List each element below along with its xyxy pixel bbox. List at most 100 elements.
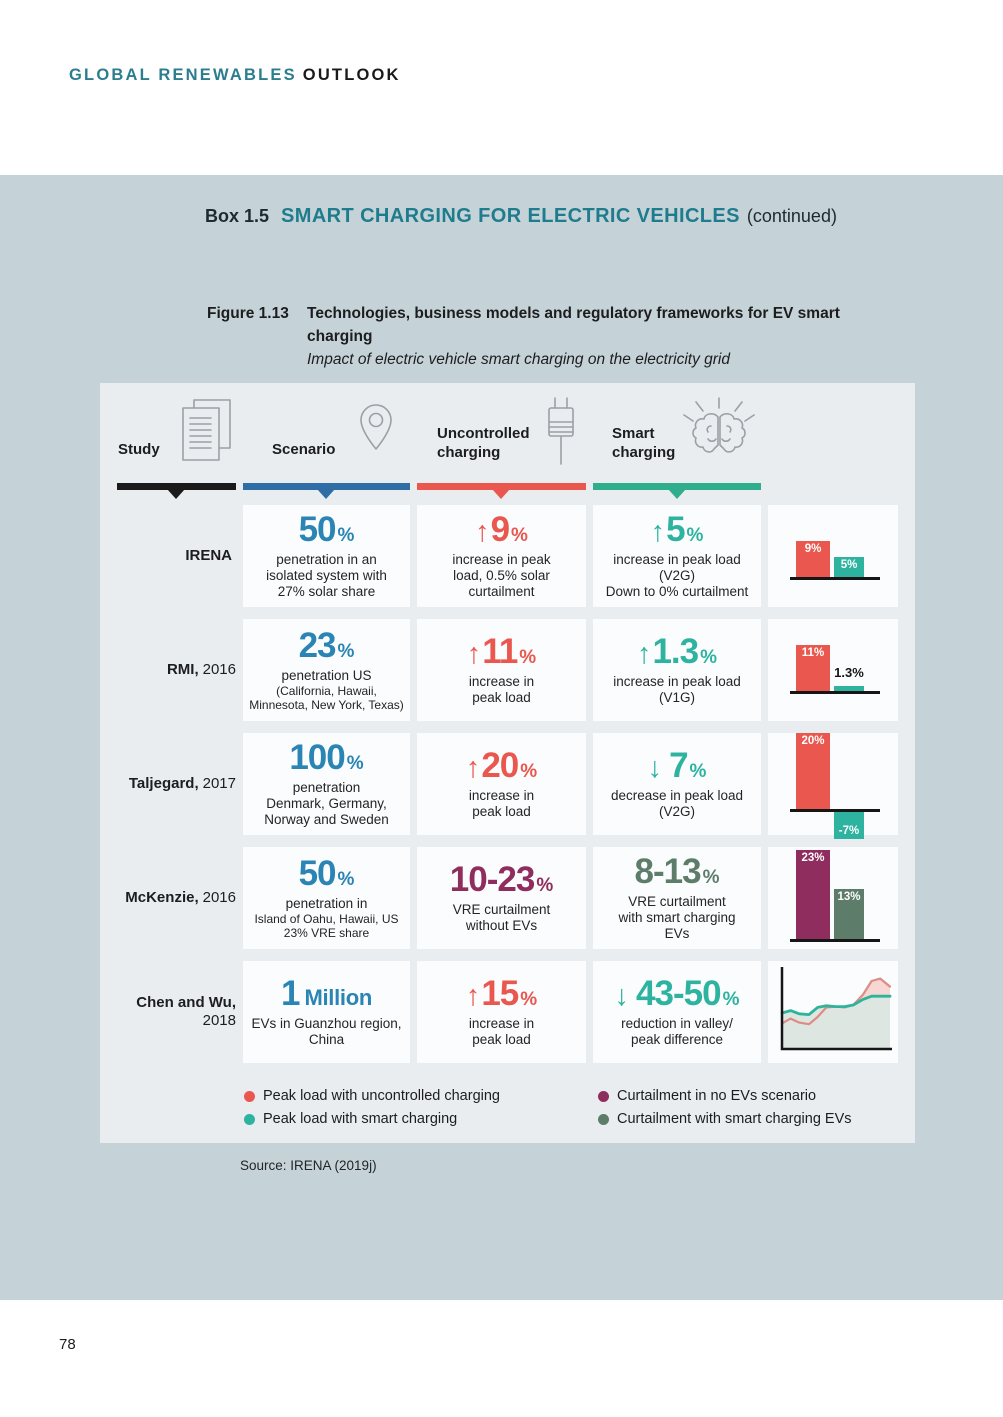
smart-value: 43-50 [636,974,722,1013]
smart-value: 7 [669,746,688,785]
smart-area [782,996,890,1049]
chart-card: 23% 13% [768,847,898,949]
up-arrow-icon: ↑ [465,752,481,784]
uncontrolled-value: 15 [481,974,519,1013]
bar-curtail_smart: 13% [834,888,864,939]
bar-curtail_no_ev: 23% [796,850,830,939]
legend-item-curtailment-no-ev: Curtailment in no EVs scenario [598,1088,816,1104]
scenario-value: 50 [298,510,337,549]
uncontrolled-description: increase in peak load [468,674,535,705]
figure-caption: Figure 1.13 Technologies, business model… [207,303,867,372]
smart-description: decrease in peak load (V2G) [610,788,744,819]
smart-line [780,994,892,1016]
smart-card: ↓ 43-50% reduction in valley/peak differe… [593,961,761,1063]
bar-peak_uncontrolled: 11% [796,644,830,691]
smart-description: increase in peak load (V2G) Down to 0% cur… [605,552,749,599]
study-label: RMI, 2016 [166,661,236,678]
chart-baseline [790,939,880,942]
chart-card: 20% -7% [768,733,898,839]
box-continued: (continued) [746,206,837,226]
bar-peak_smart [834,685,864,691]
bar-label: 13% [837,890,861,903]
uncontrolled-card: ↑ 20% increase in peak load [417,733,586,835]
scenario-card: 50% penetration in an isolated system wit… [243,505,410,607]
mini-bar-chart: 9% 5% [768,505,898,607]
figure-subtitle: Impact of electric vehicle smart chargin… [307,351,730,368]
uncontrolled-description: increase in peak load [468,788,535,819]
scenario-column-marker [317,489,335,499]
column-header-smart: Smart charging [612,425,676,461]
study-label: McKenzie, 2016 [125,889,236,906]
load-curve-svg [780,967,892,1051]
smart-column-bar [593,483,761,490]
legend-dot-maroon [598,1091,609,1102]
scenario-description: penetration Denmark, Germany, Norway and S… [264,780,389,827]
table-row-taljegard: Taljegard, 2017 100% penetration Denmark, … [100,733,915,839]
legend-dot-teal [244,1114,255,1125]
uncontrolled-column-marker [492,489,510,499]
down-arrow-icon: ↓ [647,752,663,784]
smart-column-marker [668,489,686,499]
bar-peak_uncontrolled: 9% [796,541,830,577]
smart-value: 1.3 [652,632,699,671]
box-band: Box 1.5 SMART CHARGING FOR ELECTRIC VEHIC… [0,175,1003,1300]
up-arrow-icon: ↑ [466,638,482,670]
scenario-description: penetration US (California, Hawaii, Minnes… [249,667,404,713]
legend-item-peak-uncontrolled: Peak load with uncontrolled charging [244,1088,500,1104]
scenario-description: EVs in Guanzhou region, China [251,1016,402,1047]
column-header-uncontrolled: Uncontrolled charging [437,425,530,461]
scenario-value: 100 [289,738,345,777]
document-icon [180,398,234,464]
mini-bar-chart: 23% 13% [768,847,898,949]
bar-peak_uncontrolled: 20% [796,733,830,809]
smart-description: VRE curtailment with smart charging EVs [618,894,736,941]
smart-card: ↑ 5% increase in peak load (V2G) Down to 0%… [593,505,761,607]
scenario-card: 50% penetration in Island of Oahu, Hawaii… [243,847,410,949]
study-label: Chen and Wu, 2018 [136,994,236,1029]
bar-label: 5% [840,559,858,571]
study-label: Taljegard, 2017 [128,775,236,792]
down-arrow-icon: ↓ [614,980,630,1012]
mini-bar-chart: 11% 1.3% [768,619,898,721]
scenario-description: penetration in Island of Oahu, Hawaii, US… [254,895,399,941]
smart-description: reduction in valley/peak difference [621,1016,733,1047]
uncontrolled-description: increase in peak load [468,1016,535,1047]
scenario-value: 1 [280,974,300,1013]
table-row-chen-wu: Chen and Wu, 2018 1 Million EVs in Guanzho… [100,961,915,1063]
figure-title: Technologies, business models and regula… [307,305,840,345]
uncontrolled-value: 9 [490,510,510,549]
study-column-bar [117,483,236,490]
box-label: Box 1.5 [205,206,270,226]
chart-baseline [790,691,880,694]
up-arrow-icon: ↑ [475,516,490,548]
chart-card: 11% 1.3% [768,619,898,721]
box-heading: SMART CHARGING FOR ELECTRIC VEHICLES [281,205,740,227]
uncontrolled-card: ↑ 9% increase in peak load, 0.5% solar curt… [417,505,586,607]
uncontrolled-column-bar [417,483,586,490]
uncontrolled-card: ↑ 11% increase in peak load [417,619,586,721]
scenario-card: 1 Million EVs in Guanzhou region, China [243,961,410,1063]
bar-label: -7% [838,824,860,837]
smart-description: increase in peak load (V1G) [613,674,741,705]
uncontrolled-value: 11 [482,632,518,671]
mini-bar-chart: 20% -7% [768,733,898,839]
smart-card: ↓ 7% decrease in peak load (V2G) [593,733,761,835]
study-column-marker [167,489,185,499]
bar-peak_smart: -7% [834,812,864,839]
figure-label: Figure 1.13 [207,305,289,322]
scenario-card: 100% penetration Denmark, Germany, Norway … [243,733,410,835]
uncontrolled-value: 20 [481,746,519,785]
table-row-rmi: RMI, 2016 23% penetration US (California, … [100,619,915,721]
uncontrolled-description: increase in peak load, 0.5% solar curtailm… [452,552,551,599]
brand-header: GLOBAL RENEWABLES OUTLOOK [69,66,401,85]
chart-card: 9% 5% [768,505,898,607]
scenario-column-bar [243,483,410,490]
scenario-value: 23 [298,625,337,665]
chart-card [768,961,898,1063]
table-row-irena: IRENA 50% penetration in an isolated syst… [100,505,915,607]
column-header-study: Study [118,441,160,458]
legend-item-curtailment-smart: Curtailment with smart charging EVs [598,1111,852,1127]
uncontrolled-value: 10-23 [449,860,536,899]
smart-value: 5 [666,510,685,549]
